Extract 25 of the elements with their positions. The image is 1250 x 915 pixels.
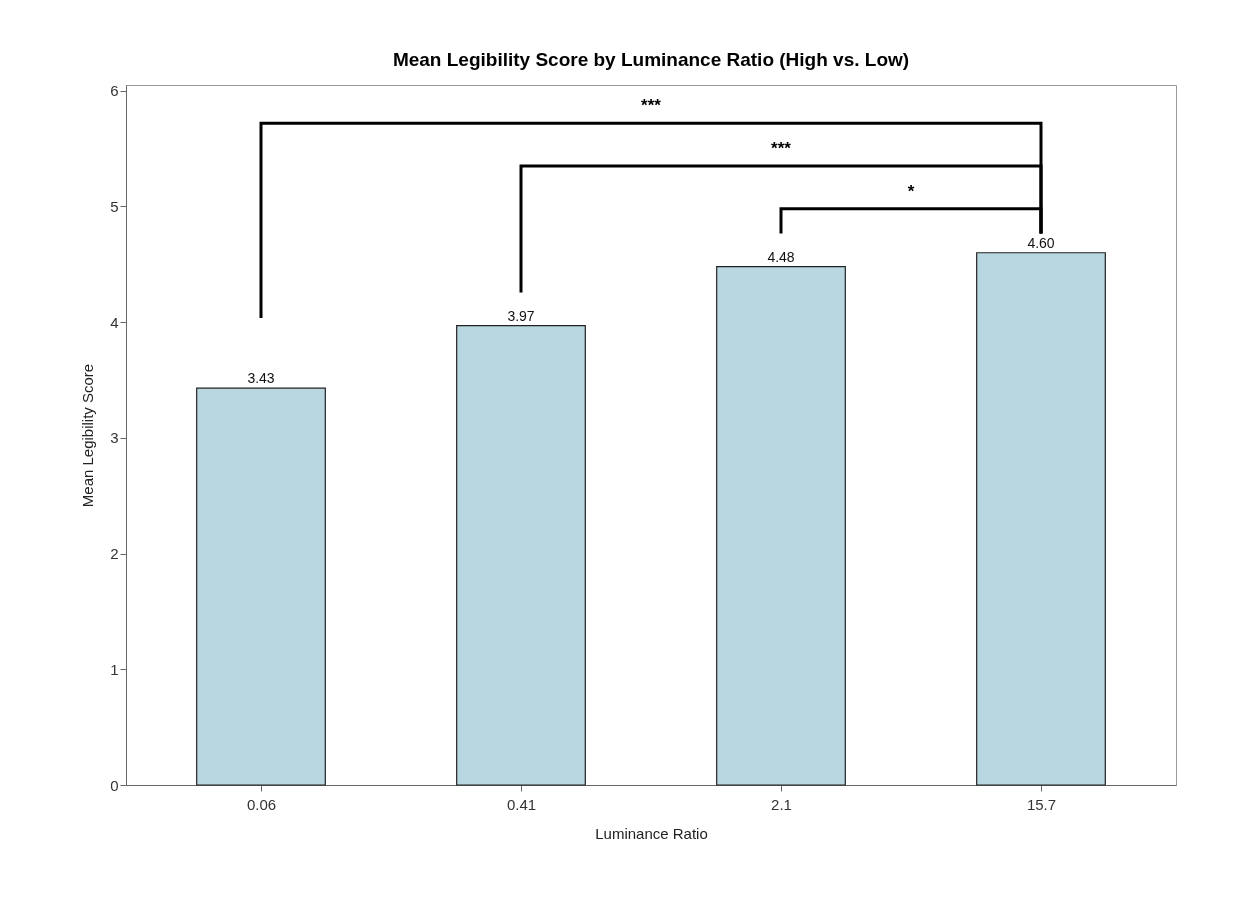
y-tick-label: 2	[110, 545, 119, 563]
annotation: ***	[771, 138, 792, 158]
y-tick-label: 0	[110, 776, 119, 794]
annotation: *	[907, 181, 915, 201]
data-label: 3.43	[247, 370, 275, 387]
data-label: 4.60	[1027, 234, 1055, 251]
y-tick-label: 5	[110, 197, 119, 215]
annotation: ***	[641, 96, 662, 116]
x-axis-title: Luminance Ratio	[595, 824, 708, 842]
x-tick-label: 0.41	[506, 795, 537, 813]
x-tick-label: 0.06	[246, 795, 277, 813]
data-label: 3.97	[507, 307, 535, 324]
y-tick-label: 4	[110, 313, 119, 331]
bar	[716, 266, 846, 786]
x-tick-label: 2.1	[771, 795, 792, 813]
data-label: 4.48	[767, 248, 795, 265]
y-tick-label: 1	[110, 660, 119, 678]
chart-title: Mean Legibility Score by Luminance Ratio (High vs. Low)	[392, 48, 910, 70]
x-tick-label: 15.7	[1026, 795, 1057, 813]
y-axis-title: Mean Legibility Score	[79, 363, 97, 508]
bar	[196, 387, 326, 786]
bar	[456, 325, 586, 786]
y-tick-label: 6	[110, 82, 119, 100]
y-tick-label: 3	[110, 429, 119, 447]
bar	[976, 252, 1106, 786]
